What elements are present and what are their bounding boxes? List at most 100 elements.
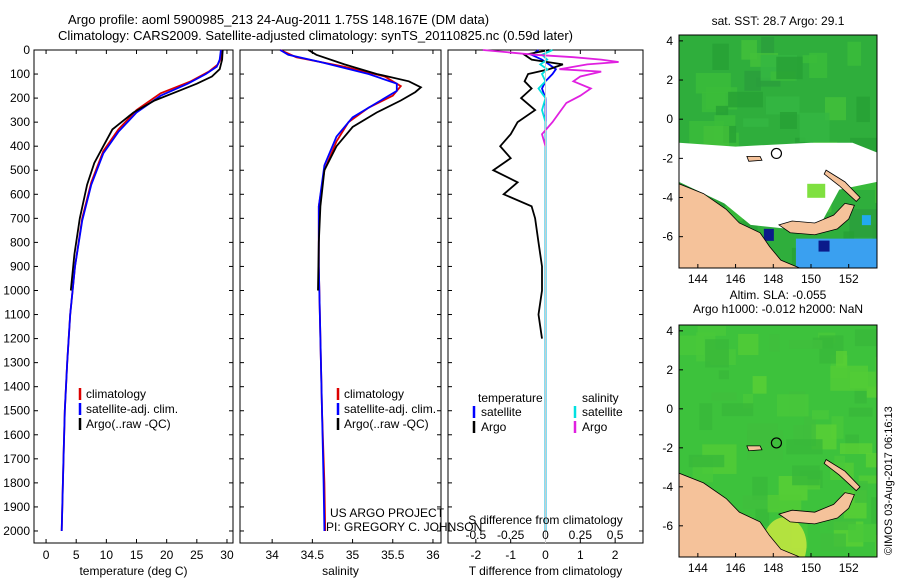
x2-tick-label: -0.25 [497,528,525,542]
field-patch [875,535,877,557]
field-patch [767,494,802,513]
x2-axis-label: S difference from climatology [468,513,623,527]
x-tick-label: 36 [426,548,440,562]
x-tick-label: 34 [265,548,279,562]
field-patch [711,392,737,401]
field-patch [839,443,873,455]
cold-cell [818,240,830,252]
field-patch [802,55,818,64]
field-patch [756,77,781,87]
field-patch [777,394,809,417]
field-patch [854,329,877,347]
field-patch [738,333,759,356]
field-patch [792,465,820,486]
profile-panel-3 [447,49,644,544]
map-field [679,325,877,557]
y-tick-label: 700 [10,211,30,225]
field-patch [765,96,800,115]
y-tick-label: 1800 [3,476,30,490]
map-field [679,35,877,268]
field-patch [847,41,862,66]
x-tick-label: 146 [726,561,746,575]
field-patch [811,410,829,420]
y-tick-label: 500 [10,163,30,177]
profile-panel-2 [239,49,442,544]
y-tick-label: 4 [666,34,673,48]
field-patch [820,533,846,552]
series-line-satellite-adj-clim- [279,49,398,532]
y-tick-label: 2 [666,363,673,377]
x-tick-label: 2 [612,548,619,562]
series-line-s-argo [482,49,619,147]
field-patch [875,356,877,384]
y-tick-label: 1300 [3,356,30,370]
x-tick-label: 0 [542,548,549,562]
legend-label: satellite [481,405,522,419]
x-tick-label: 15 [130,548,144,562]
map-title: sat. SST: 28.7 Argo: 29.1 [712,14,845,28]
legend-label: climatology [86,387,146,401]
x2-tick-label: 0 [542,528,549,542]
argo-location-marker [770,437,783,449]
field-patch [712,43,729,70]
project-label: US ARGO PROJECT [330,506,445,520]
x-axis-label: temperature (deg C) [79,564,187,578]
y-tick-label: 2 [666,73,673,87]
field-patch [865,452,877,468]
x2-tick-label: 0.5 [607,528,624,542]
field-patch [741,40,757,60]
y-tick-label: 1000 [3,283,30,297]
map-frame [678,324,878,558]
y-tick-label: -2 [662,441,673,455]
map-panel-1 [678,34,878,269]
x-tick-label: -1 [505,548,516,562]
land-new-guinea [679,472,800,557]
field-patch [830,365,869,391]
field-patch [743,118,769,127]
y-tick-label: 0 [23,43,30,57]
field-patch [679,335,705,356]
header-line-2: Climatology: CARS2009. Satellite-adjuste… [58,28,573,43]
series-line-argo-raw-qc- [69,49,224,291]
x-tick-label: 148 [763,561,783,575]
x-tick-label: 10 [100,548,114,562]
cool-cell [861,215,871,226]
y-tick-label: 4 [666,324,673,338]
field-patch [705,339,729,368]
x-tick-label: 34.5 [301,548,325,562]
x-tick-label: 146 [726,272,746,286]
y-tick-label: 2000 [3,524,30,538]
field-patch [688,454,725,468]
field-patch [856,96,870,123]
legend-label: satellite-adj. clim. [344,402,436,416]
header-line-1: Argo profile: aoml 5900985_213 24-Aug-20… [68,12,490,27]
y-tick-label: 400 [10,139,30,153]
y-tick-label: 1900 [3,500,30,514]
field-patch [752,376,767,394]
legend-label: Argo [582,420,608,434]
argo-location-marker [770,147,783,160]
y-tick-label: 1600 [3,428,30,442]
warm-cell [807,183,826,198]
map-subtitle: Argo h1000: -0.012 h2000: NaN [693,302,863,316]
y-tick-label: 1400 [3,380,30,394]
series-line-satellite-adj-clim- [60,49,222,532]
legend-label: climatology [344,387,404,401]
plot-frame [33,49,234,544]
series-line-t-argo [491,49,564,339]
y-tick-label: 600 [10,187,30,201]
y-tick-label: 1100 [4,308,30,322]
field-patch [769,334,780,352]
series-line-argo-raw-qc- [307,49,423,291]
x-tick-label: 150 [801,561,821,575]
field-patch [803,416,816,447]
x-tick-label: -2 [471,548,482,562]
field-patch [835,350,847,368]
y-tick-label: 300 [10,115,30,129]
field-patch [872,224,877,241]
x-tick-label: 25 [190,548,204,562]
x2-tick-label: -0.5 [466,528,487,542]
y-tick-label: 100 [10,67,30,81]
field-patch [776,56,803,80]
